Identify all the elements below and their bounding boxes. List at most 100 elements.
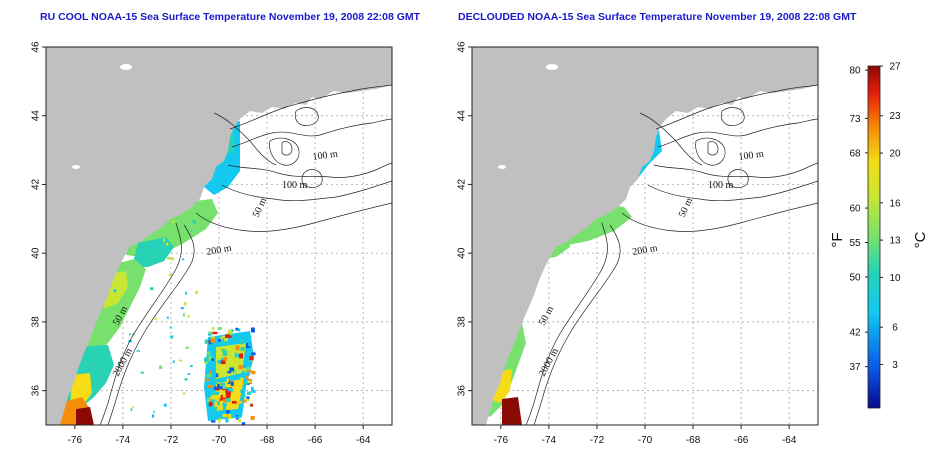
- sst-speckle: [218, 350, 223, 353]
- sst-speckle: [205, 374, 210, 377]
- depth-contour: [720, 107, 745, 126]
- panel-title-raw: RU COOL NOAA-15 Sea Surface Temperature …: [40, 11, 421, 23]
- sst-speckle: [170, 335, 174, 339]
- sst-speckle: [215, 391, 219, 395]
- sst-speckle: [222, 402, 227, 407]
- depth-contour: [231, 118, 392, 148]
- lon-tick-label: -64: [782, 435, 797, 446]
- sst-speckle: [235, 345, 240, 351]
- sst-speckle: [222, 350, 228, 356]
- fahrenheit-tick-label: 73: [849, 114, 861, 125]
- sst-speckle: [221, 390, 226, 395]
- sst-speckle: [215, 373, 219, 378]
- sst-speckle: [213, 377, 216, 383]
- contour-label: 200 m: [206, 243, 233, 258]
- sst-speckle: [218, 338, 221, 343]
- sst-speckle: [211, 339, 216, 342]
- sst-speckle: [233, 338, 237, 341]
- depth-contour: [99, 222, 182, 425]
- fahrenheit-tick-label: 80: [849, 66, 861, 77]
- sst-speckle: [251, 370, 256, 375]
- sst-speckle: [245, 375, 249, 380]
- sst-speckle: [228, 387, 233, 392]
- sst-speckle: [190, 364, 193, 368]
- sst-speckle: [224, 338, 229, 342]
- sst-speckle: [241, 422, 246, 425]
- sst-speckle: [225, 334, 229, 339]
- sst-speckle: [220, 382, 226, 387]
- sst-speckle: [214, 401, 218, 407]
- fahrenheit-tick-label: 60: [849, 204, 861, 215]
- depth-contour: [227, 162, 392, 178]
- sst-patch: [76, 259, 146, 357]
- sst-speckle: [222, 399, 227, 403]
- sst-speckle: [220, 357, 226, 362]
- depth-contour: [727, 169, 749, 188]
- bathymetry-contours: [99, 84, 392, 425]
- celsius-tick-label: 3: [892, 360, 898, 371]
- sst-speckle: [222, 392, 226, 398]
- sst-speckle: [240, 389, 244, 394]
- sst-speckle: [187, 373, 190, 375]
- lon-tick-label: -76: [494, 435, 509, 446]
- sst-speckle: [188, 222, 192, 225]
- depth-contour: [213, 112, 277, 166]
- sst-speckle: [171, 220, 175, 223]
- sst-speckle: [246, 372, 251, 376]
- sst-speckle: [132, 406, 134, 409]
- sst-speckle: [212, 331, 218, 335]
- sst-speckle: [113, 289, 117, 293]
- sst-speckle: [212, 407, 217, 412]
- sst-speckle: [241, 394, 246, 398]
- sst-speckle: [185, 291, 187, 295]
- sst-speckle: [250, 403, 254, 407]
- depth-contour: [107, 224, 195, 425]
- sst-speckle: [218, 386, 223, 390]
- sst-speckle: [211, 358, 215, 361]
- sst-speckle: [215, 387, 220, 391]
- sst-speckle: [236, 416, 241, 419]
- sst-speckle: [225, 418, 229, 423]
- sst-speckle: [222, 335, 225, 338]
- sst-speckle: [250, 327, 255, 333]
- depth-contour: [229, 84, 392, 130]
- celsius-unit-label: °C: [912, 231, 929, 248]
- lon-tick-label: -74: [116, 435, 131, 446]
- sst-speckle: [167, 257, 171, 260]
- lon-tick-label: -72: [590, 435, 605, 446]
- sst-speckle: [246, 366, 251, 372]
- sst-speckle: [217, 360, 222, 364]
- depth-contour: [621, 202, 818, 232]
- sst-speckle: [184, 378, 188, 381]
- lon-tick-label: -66: [308, 435, 323, 446]
- sst-speckle: [250, 386, 254, 392]
- sst-speckle: [230, 329, 234, 332]
- sst-speckle: [204, 361, 208, 364]
- celsius-tick-label: 6: [892, 323, 898, 334]
- lat-tick-label: 36: [31, 385, 42, 397]
- sst-speckle: [180, 307, 185, 310]
- lake: [120, 64, 132, 70]
- sst-speckle: [206, 398, 211, 403]
- lake: [546, 64, 558, 70]
- contour-label: 100 m: [282, 180, 308, 191]
- sst-speckle: [227, 329, 232, 334]
- sst-speckle: [222, 406, 227, 410]
- sst-speckle: [221, 349, 226, 352]
- lake: [498, 165, 506, 169]
- sst-speckle: [215, 379, 218, 384]
- sst-speckle: [207, 333, 211, 336]
- sst-speckle: [172, 360, 175, 364]
- sst-speckle: [183, 313, 185, 317]
- fahrenheit-tick-label: 50: [849, 272, 861, 283]
- sst-speckle: [182, 392, 186, 395]
- sst-speckle: [204, 339, 209, 344]
- sst-speckle: [211, 336, 215, 340]
- contour-label: 100 m: [312, 149, 339, 163]
- sst-speckle: [222, 413, 228, 418]
- sst-speckle: [211, 341, 215, 345]
- sst-speckle: [129, 333, 131, 336]
- sst-speckle: [222, 341, 225, 345]
- contour-label: 100 m: [738, 149, 765, 163]
